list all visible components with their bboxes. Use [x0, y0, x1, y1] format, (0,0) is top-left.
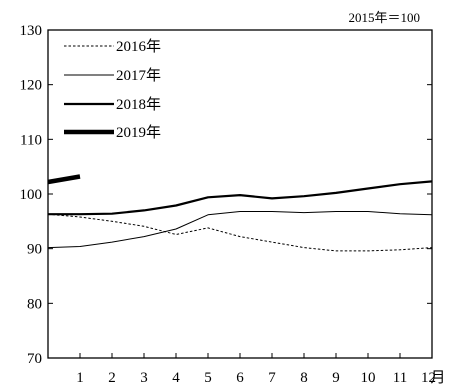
series-line-2017年	[47, 211, 433, 249]
y-tick-label: 130	[20, 23, 43, 39]
legend: 2016年 2017年 2018年 2019年	[64, 38, 161, 141]
x-tick-label: 11	[393, 370, 407, 386]
x-tick-label: 10	[361, 370, 376, 386]
y-tick-label: 100	[20, 187, 43, 203]
series-lines	[47, 174, 433, 252]
x-tick-label: 8	[300, 370, 308, 386]
y-tick-label: 110	[20, 132, 42, 148]
legend-label: 2018年	[116, 96, 161, 113]
series-line-2016年	[47, 213, 433, 252]
x-tick-label: 1	[76, 370, 84, 386]
y-tick-label: 80	[27, 296, 42, 312]
x-tick-label: 2	[108, 370, 116, 386]
legend-label: 2019年	[116, 124, 161, 141]
y-tick-label: 70	[27, 351, 42, 367]
y-tick-label: 90	[27, 242, 42, 258]
x-tick-label: 6	[236, 370, 244, 386]
legend-label: 2016年	[116, 38, 161, 55]
x-tick-label: 12	[421, 370, 436, 386]
x-tick-label: 5	[204, 370, 212, 386]
plot-frame	[47, 29, 433, 359]
x-axis: 1 2 3 4 5 6 7 8 9 10 11 12	[47, 353, 436, 386]
series-line-2018年	[48, 180, 433, 216]
y-axis: 70 80 90 100 110 120 130	[20, 23, 432, 367]
legend-label: 2017年	[116, 67, 161, 84]
series-line-2019年	[47, 174, 81, 185]
x-tick-label: 7	[268, 370, 276, 386]
x-unit-label: 月	[430, 370, 445, 386]
x-tick-label: 9	[332, 370, 340, 386]
x-tick-label: 3	[140, 370, 148, 386]
x-tick-label: 4	[172, 370, 180, 386]
unit-note: 2015年＝100	[348, 10, 420, 25]
y-tick-label: 120	[20, 78, 43, 94]
